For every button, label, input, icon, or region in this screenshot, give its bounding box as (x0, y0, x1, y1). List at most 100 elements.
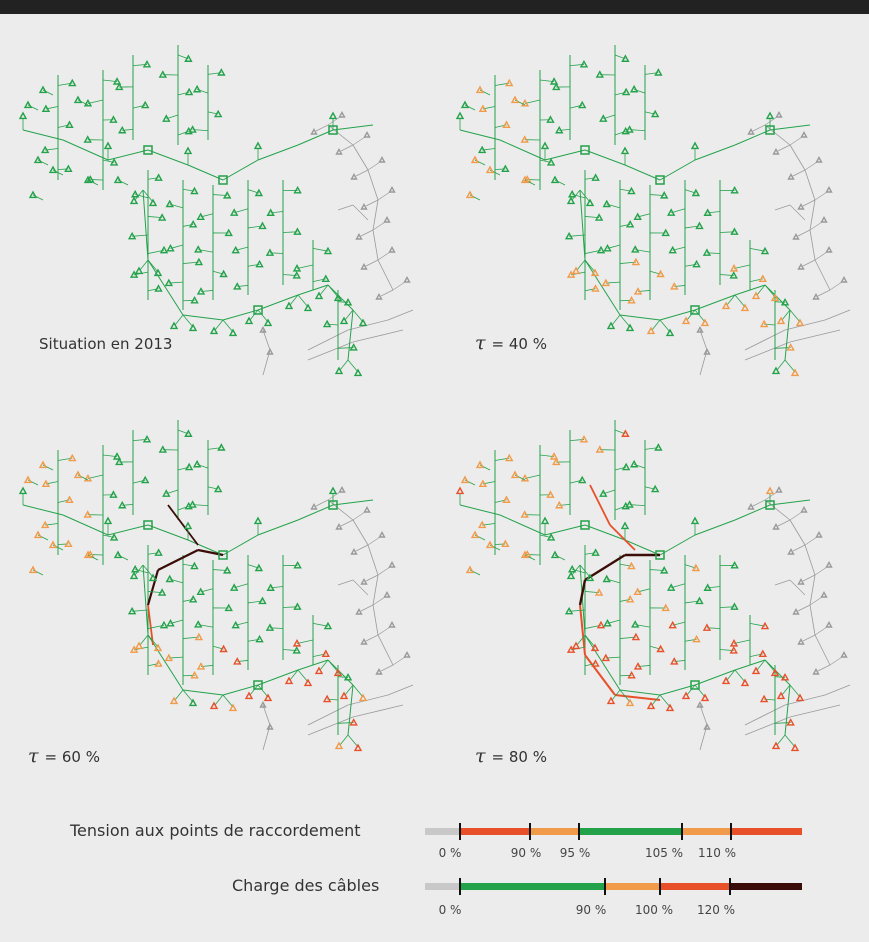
connection-point-node (265, 248, 275, 256)
connection-point-node (190, 561, 199, 570)
cable-segment (257, 294, 299, 311)
connection-point-node (284, 301, 294, 310)
connection-point-node (353, 743, 363, 752)
cable-segment (571, 189, 581, 201)
connection-point-node (729, 264, 739, 272)
connection-point-node (38, 85, 48, 94)
connection-point-node (184, 429, 193, 437)
connection-point-node (552, 457, 561, 466)
connection-point-node (590, 268, 600, 277)
connection-point-node (363, 506, 371, 513)
connection-point-node (549, 452, 559, 460)
cable-segment (579, 564, 586, 636)
connection-point-node (765, 111, 775, 120)
connection-point-node (266, 348, 274, 355)
connection-point-node (740, 303, 750, 312)
legend-segment-3 (730, 883, 802, 890)
connection-point-node (721, 301, 731, 310)
cable-segment (809, 199, 816, 231)
connection-point-node (83, 474, 93, 482)
connection-point-node (825, 561, 833, 568)
connection-point-node (328, 486, 338, 495)
cable-segment (352, 684, 364, 698)
connection-point-node (691, 188, 701, 197)
cable-segment (352, 204, 369, 221)
connection-point-node (358, 318, 368, 327)
cable-segment (764, 124, 791, 146)
cable-segment (734, 129, 771, 146)
connection-point-node (505, 78, 514, 87)
cable-segment (107, 524, 149, 536)
connection-point-node (627, 561, 636, 570)
cable-segment (659, 694, 671, 708)
cable-segment (809, 229, 816, 261)
connection-point-node (599, 114, 608, 122)
connection-point-node (164, 278, 174, 287)
cable-segment (327, 499, 354, 521)
cable-segment (222, 319, 234, 333)
connection-point-node (192, 459, 202, 468)
cable-segment (584, 654, 616, 696)
connection-point-node (790, 743, 800, 752)
cable-segment (377, 566, 391, 576)
connection-point-node (740, 678, 750, 687)
connection-point-node (293, 561, 302, 569)
cable-segment (372, 221, 386, 231)
substation-node (253, 680, 263, 690)
connection-point-node (550, 175, 560, 184)
connection-point-node (109, 490, 118, 498)
connection-point-node (780, 672, 790, 681)
connection-point-node (259, 326, 267, 333)
connection-point-node (549, 77, 559, 85)
cable-segment (182, 314, 194, 328)
connection-point-node (64, 539, 73, 548)
substation-node (218, 550, 228, 560)
connection-point-node (776, 316, 786, 325)
connection-point-node (258, 596, 267, 605)
connection-point-node (222, 566, 232, 574)
connection-point-node (590, 643, 600, 652)
connection-point-node (333, 668, 343, 677)
connection-point-node (23, 475, 33, 484)
cable-segment (686, 684, 696, 696)
cable-segment (352, 511, 366, 521)
connection-point-node (154, 548, 163, 556)
connection-point-node (566, 196, 576, 205)
connection-point-node (603, 618, 612, 627)
cable-segment (764, 284, 791, 311)
cable-segment (352, 136, 366, 146)
connection-point-node (196, 287, 206, 295)
cable-segment (352, 579, 369, 596)
cable-segment (147, 259, 159, 273)
connection-point-node (194, 620, 203, 628)
cable-segment (352, 704, 404, 718)
connection-point-node (360, 263, 368, 270)
connection-point-node (48, 165, 58, 174)
connection-point-node (266, 583, 275, 591)
connection-point-node (571, 266, 581, 275)
connection-point-node (730, 602, 739, 610)
cable-segment (797, 604, 811, 612)
cable-segment (377, 626, 391, 636)
substation-node (253, 305, 263, 315)
cable-segment (614, 694, 661, 701)
cable-segment (262, 329, 271, 351)
connection-point-node (130, 564, 140, 573)
connection-point-node (141, 475, 150, 484)
cable-segment (262, 704, 271, 726)
cable-segment (769, 124, 811, 131)
cable-segment (499, 139, 546, 161)
substation-node (655, 175, 665, 185)
connection-point-node (292, 639, 302, 647)
cable-segment (147, 259, 184, 316)
connection-point-node (520, 135, 529, 143)
connection-point-node (378, 531, 386, 538)
cable-segment (699, 329, 708, 351)
cable-segment (347, 684, 354, 736)
connection-point-node (621, 462, 631, 471)
cable-segment (377, 259, 394, 291)
connection-point-node (759, 694, 769, 703)
network-map-panel-tau-40: τ = 40 % (445, 30, 865, 410)
cable-segment (619, 689, 631, 703)
connection-point-node (127, 606, 137, 615)
